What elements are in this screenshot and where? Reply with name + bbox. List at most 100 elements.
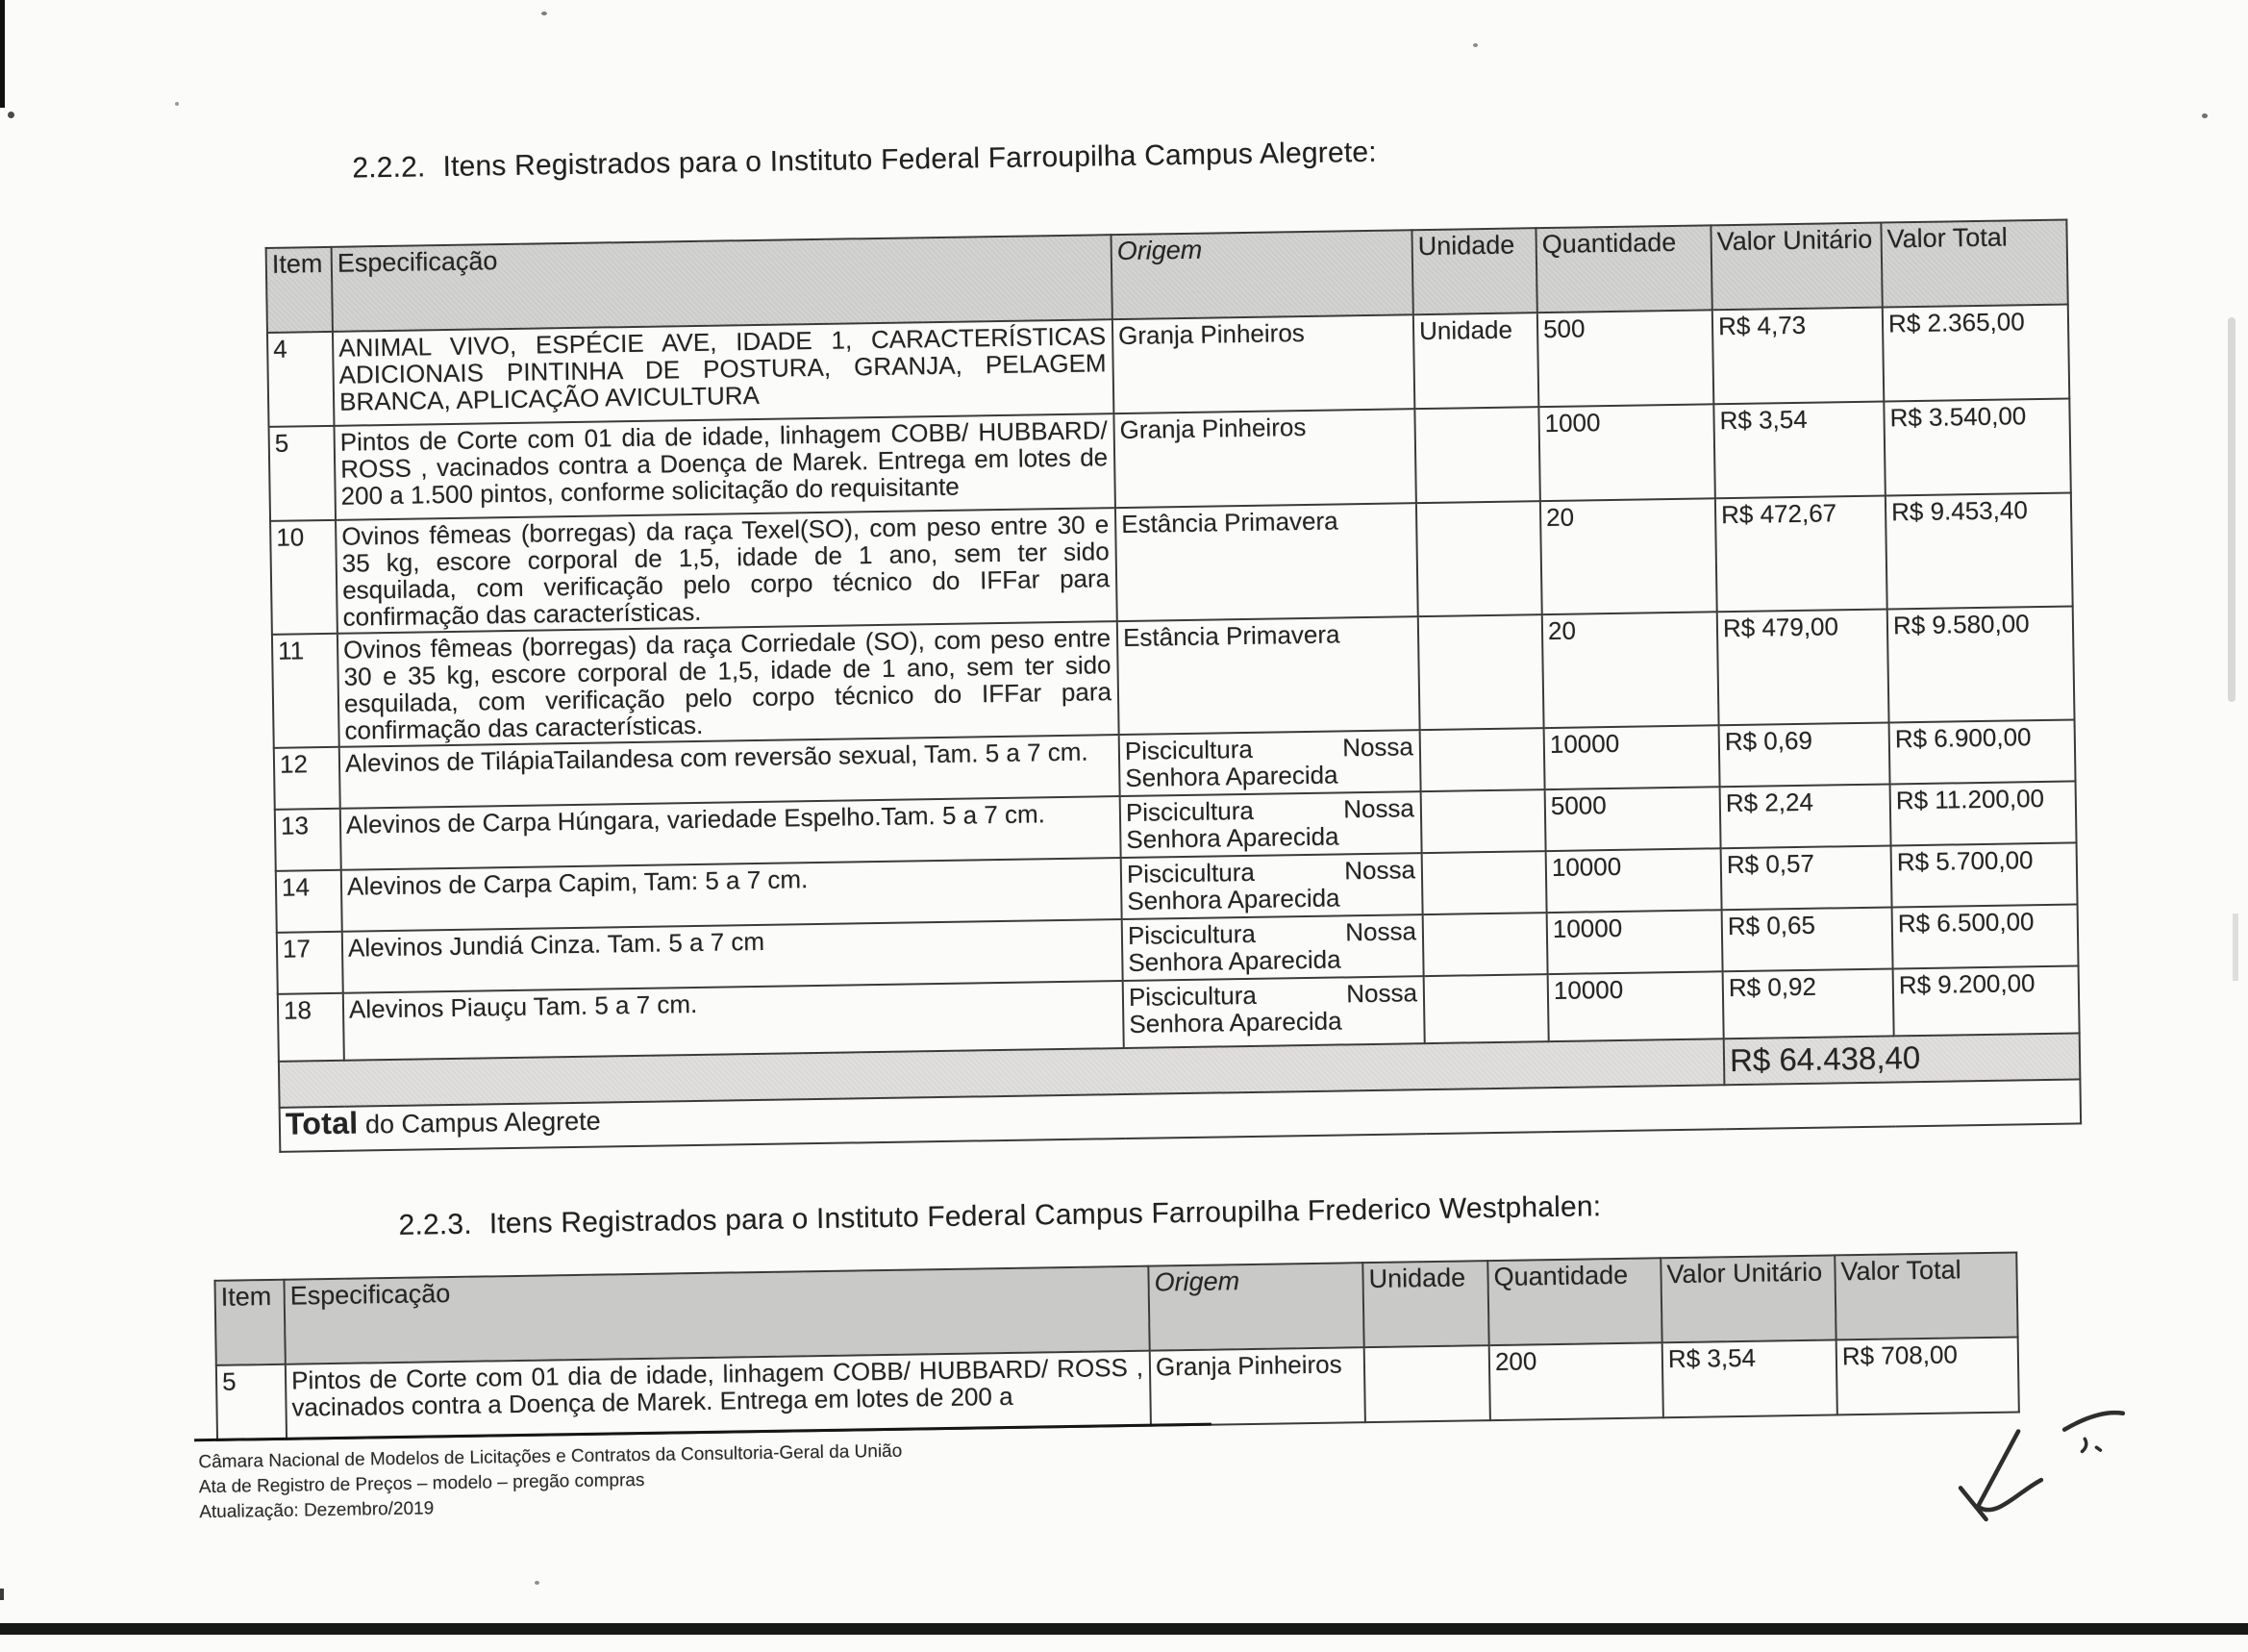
cell-valor-total: R$ 3.540,00 xyxy=(1884,398,2071,496)
cell-item: 18 xyxy=(277,992,344,1062)
scan-bottom-edge xyxy=(0,1623,2248,1635)
cell-item: 14 xyxy=(275,869,342,933)
cell-valor-unitario: R$ 4,73 xyxy=(1711,307,1885,405)
scan-edge-smudge xyxy=(2233,914,2238,981)
header-valor-total: Valor Total xyxy=(1881,219,2068,308)
cell-valor-total: R$ 2.365,00 xyxy=(1882,304,2070,402)
scan-speck xyxy=(175,102,179,106)
header-valor-total: Valor Total xyxy=(1835,1252,2018,1340)
cell-valor-unitario: R$ 3,54 xyxy=(1661,1339,1837,1418)
section-1-number: 2.2.2. xyxy=(352,151,426,185)
cell-item: 17 xyxy=(276,931,343,994)
header-origem: Origem xyxy=(1148,1263,1364,1351)
cell-item: 11 xyxy=(271,633,339,748)
cell-valor-unitario: R$ 0,92 xyxy=(1722,968,1894,1039)
section-2-title: 2.2.3. Itens Registrados para o Institut… xyxy=(398,1190,1601,1242)
total-band-value: R$ 64.438,40 xyxy=(1723,1033,2081,1086)
scan-speck xyxy=(1473,43,1478,47)
cell-origem: Estância Primavera xyxy=(1116,616,1420,736)
section-2-heading: Itens Registrados para o Instituto Feder… xyxy=(488,1190,1602,1240)
cell-especificacao: Alevinos Piauçu Tam. 5 a 7 cm. xyxy=(342,981,1124,1061)
cell-unidade xyxy=(1415,501,1542,617)
scan-edge-smudge xyxy=(2228,317,2236,702)
cell-valor-total: R$ 9.200,00 xyxy=(1892,965,2080,1037)
cell-item: 5 xyxy=(215,1364,287,1440)
section-1-heading: Itens Registrados para o Instituto Feder… xyxy=(442,136,1378,184)
header-valor-unitario: Valor Unitário xyxy=(1711,222,1883,311)
scan-edge-mark xyxy=(0,1589,4,1600)
cell-valor-total: R$ 9.453,40 xyxy=(1885,492,2073,610)
cell-especificacao: Ovinos fêmeas (borregas) da raça Corried… xyxy=(337,621,1119,747)
cell-valor-unitario: R$ 0,69 xyxy=(1718,722,1890,788)
cell-origem: Piscicultura Nossa Senhora Aparecida xyxy=(1118,730,1421,797)
cell-quantidade: 20 xyxy=(1539,498,1717,615)
cell-unidade xyxy=(1421,851,1547,915)
cell-valor-unitario: R$ 0,65 xyxy=(1721,907,1893,972)
cell-quantidade: 10000 xyxy=(1547,971,1724,1042)
cell-quantidade: 500 xyxy=(1536,310,1714,408)
cell-valor-unitario: R$ 2,24 xyxy=(1719,784,1891,849)
scan-speck xyxy=(2202,113,2208,118)
header-item: Item xyxy=(265,246,333,333)
cell-valor-total: R$ 11.200,00 xyxy=(1889,781,2077,846)
cell-valor-unitario: R$ 479,00 xyxy=(1716,609,1889,726)
header-unidade: Unidade xyxy=(1362,1261,1489,1348)
cell-valor-unitario: R$ 472,67 xyxy=(1714,495,1887,613)
cell-especificacao: Ovinos fêmeas (borregas) da raça Texel(S… xyxy=(336,508,1117,634)
cell-quantidade: 1000 xyxy=(1538,404,1715,502)
items-table-campus-alegrete: Item Especificação Origem Unidade Quanti… xyxy=(265,219,2083,1153)
cell-quantidade: 5000 xyxy=(1544,787,1721,852)
cell-valor-unitario: R$ 0,57 xyxy=(1720,845,1892,911)
cell-valor-total: R$ 9.580,00 xyxy=(1886,606,2075,723)
cell-unidade xyxy=(1419,728,1545,792)
header-origem: Origem xyxy=(1111,230,1413,320)
header-item: Item xyxy=(214,1279,286,1365)
cell-origem: Granja Pinheiros xyxy=(1113,409,1416,509)
page-footer: Câmara Nacional de Modelos de Licitações… xyxy=(198,1439,903,1525)
cell-quantidade: 20 xyxy=(1541,612,1719,729)
cell-unidade xyxy=(1414,407,1540,504)
cell-quantidade: 10000 xyxy=(1546,910,1723,975)
scan-edge-mark xyxy=(0,0,5,108)
cell-unidade xyxy=(1420,789,1546,854)
header-especificacao: Especificação xyxy=(284,1265,1150,1364)
cell-origem: Estância Primavera xyxy=(1114,503,1418,622)
total-label-strong: Total xyxy=(285,1105,359,1141)
cell-quantidade: 200 xyxy=(1488,1342,1663,1421)
cell-origem: Granja Pinheiros xyxy=(1149,1347,1365,1426)
handwritten-checkmark xyxy=(1958,1410,2126,1522)
cell-unidade: Unidade xyxy=(1412,313,1539,410)
cell-especificacao: Pintos de Corte com 01 dia de idade, lin… xyxy=(334,413,1115,520)
items-table-frederico-westphalen: Item Especificação Origem Unidade Quanti… xyxy=(213,1251,2019,1440)
cell-item: 5 xyxy=(268,425,337,521)
cell-unidade xyxy=(1363,1345,1490,1423)
header-quantidade: Quantidade xyxy=(1536,225,1712,313)
cell-valor-total: R$ 5.700,00 xyxy=(1890,842,2078,908)
cell-item: 10 xyxy=(270,519,337,635)
cell-valor-unitario: R$ 3,54 xyxy=(1713,401,1886,499)
cell-origem: Piscicultura Nossa Senhora Aparecida xyxy=(1119,791,1422,859)
cell-especificacao: ANIMAL VIVO, ESPÉCIE AVE, IDADE 1, CARAC… xyxy=(332,319,1114,426)
cell-item: 13 xyxy=(274,808,341,871)
cell-unidade xyxy=(1423,974,1549,1044)
cell-origem: Granja Pinheiros xyxy=(1112,314,1415,414)
cell-item: 12 xyxy=(273,746,340,810)
scan-speck xyxy=(8,112,14,118)
header-valor-unitario: Valor Unitário xyxy=(1661,1255,1836,1343)
section-2-number: 2.2.3. xyxy=(398,1208,473,1241)
section-1-title: 2.2.2. Itens Registrados para o Institut… xyxy=(352,137,1377,186)
scan-speck xyxy=(870,752,873,755)
header-unidade: Unidade xyxy=(1411,228,1537,315)
total-label-rest: do Campus Alegrete xyxy=(358,1106,601,1139)
header-especificacao: Especificação xyxy=(331,235,1112,332)
cell-unidade xyxy=(1422,913,1548,977)
cell-valor-total: R$ 6.500,00 xyxy=(1891,904,2079,969)
cell-origem: Piscicultura Nossa Senhora Aparecida xyxy=(1121,914,1424,982)
cell-valor-total: R$ 6.900,00 xyxy=(1888,719,2076,785)
scan-speck xyxy=(535,1581,539,1585)
cell-origem: Piscicultura Nossa Senhora Aparecida xyxy=(1122,976,1425,1049)
cell-origem: Piscicultura Nossa Senhora Aparecida xyxy=(1120,853,1423,920)
cell-unidade xyxy=(1417,614,1544,731)
cell-quantidade: 10000 xyxy=(1543,725,1720,790)
